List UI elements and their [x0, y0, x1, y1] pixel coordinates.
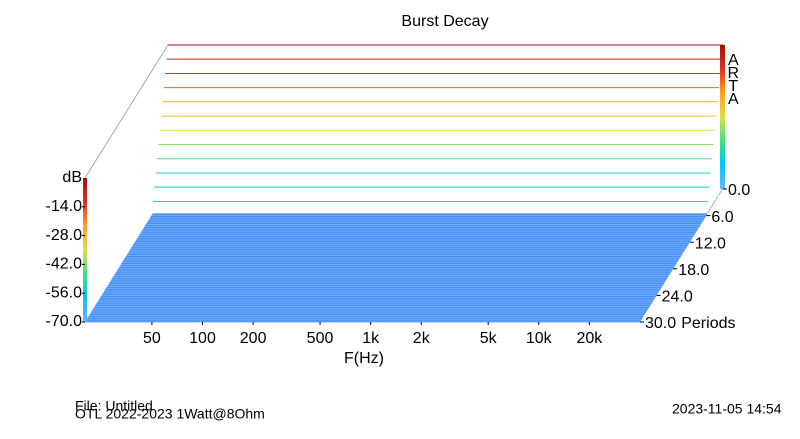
x-tick-label: 20k [576, 330, 603, 347]
y-axis-label: dB [62, 169, 82, 186]
y-tick-label: -42.0 [46, 256, 83, 273]
y-tick-label: -70.0 [46, 313, 83, 330]
x-tick-label: 200 [240, 330, 267, 347]
z-axis-label: Periods [681, 315, 735, 332]
colorbar [83, 178, 87, 322]
x-tick-label: 500 [307, 330, 334, 347]
x-axis-label: F(Hz) [344, 350, 384, 367]
z-tick-label: 30.0 [645, 315, 676, 332]
note: OTL 2022-2023 1Watt@8Ohm [75, 406, 265, 422]
file-label: File: Untitled [75, 398, 153, 414]
timestamp: 2023-11-05 14:54 [672, 401, 782, 417]
y-tick-label: -28.0 [46, 227, 83, 244]
z-tick-label: 24.0 [662, 289, 693, 306]
brand: ARTA [725, 52, 742, 104]
x-tick-label: 50 [143, 330, 161, 347]
z-tick-label: 0.0 [728, 182, 750, 199]
colorbar-right [720, 45, 725, 189]
z-tick-label: 18.0 [678, 262, 709, 279]
x-tick-label: 2k [413, 330, 431, 347]
z-tick-label: 12.0 [695, 235, 726, 252]
x-tick-label: 100 [189, 330, 216, 347]
chart-title: Burst Decay [401, 13, 488, 30]
slice-face [152, 201, 708, 214]
x-tick-label: 5k [480, 330, 498, 347]
y-tick-label: -56.0 [46, 284, 83, 301]
y-tick-label: -14.0 [46, 198, 83, 215]
axis-edge [84, 44, 169, 179]
x-tick-label: 10k [526, 330, 553, 347]
x-tick-label: 1k [362, 330, 380, 347]
z-tick-label: 6.0 [711, 209, 733, 226]
